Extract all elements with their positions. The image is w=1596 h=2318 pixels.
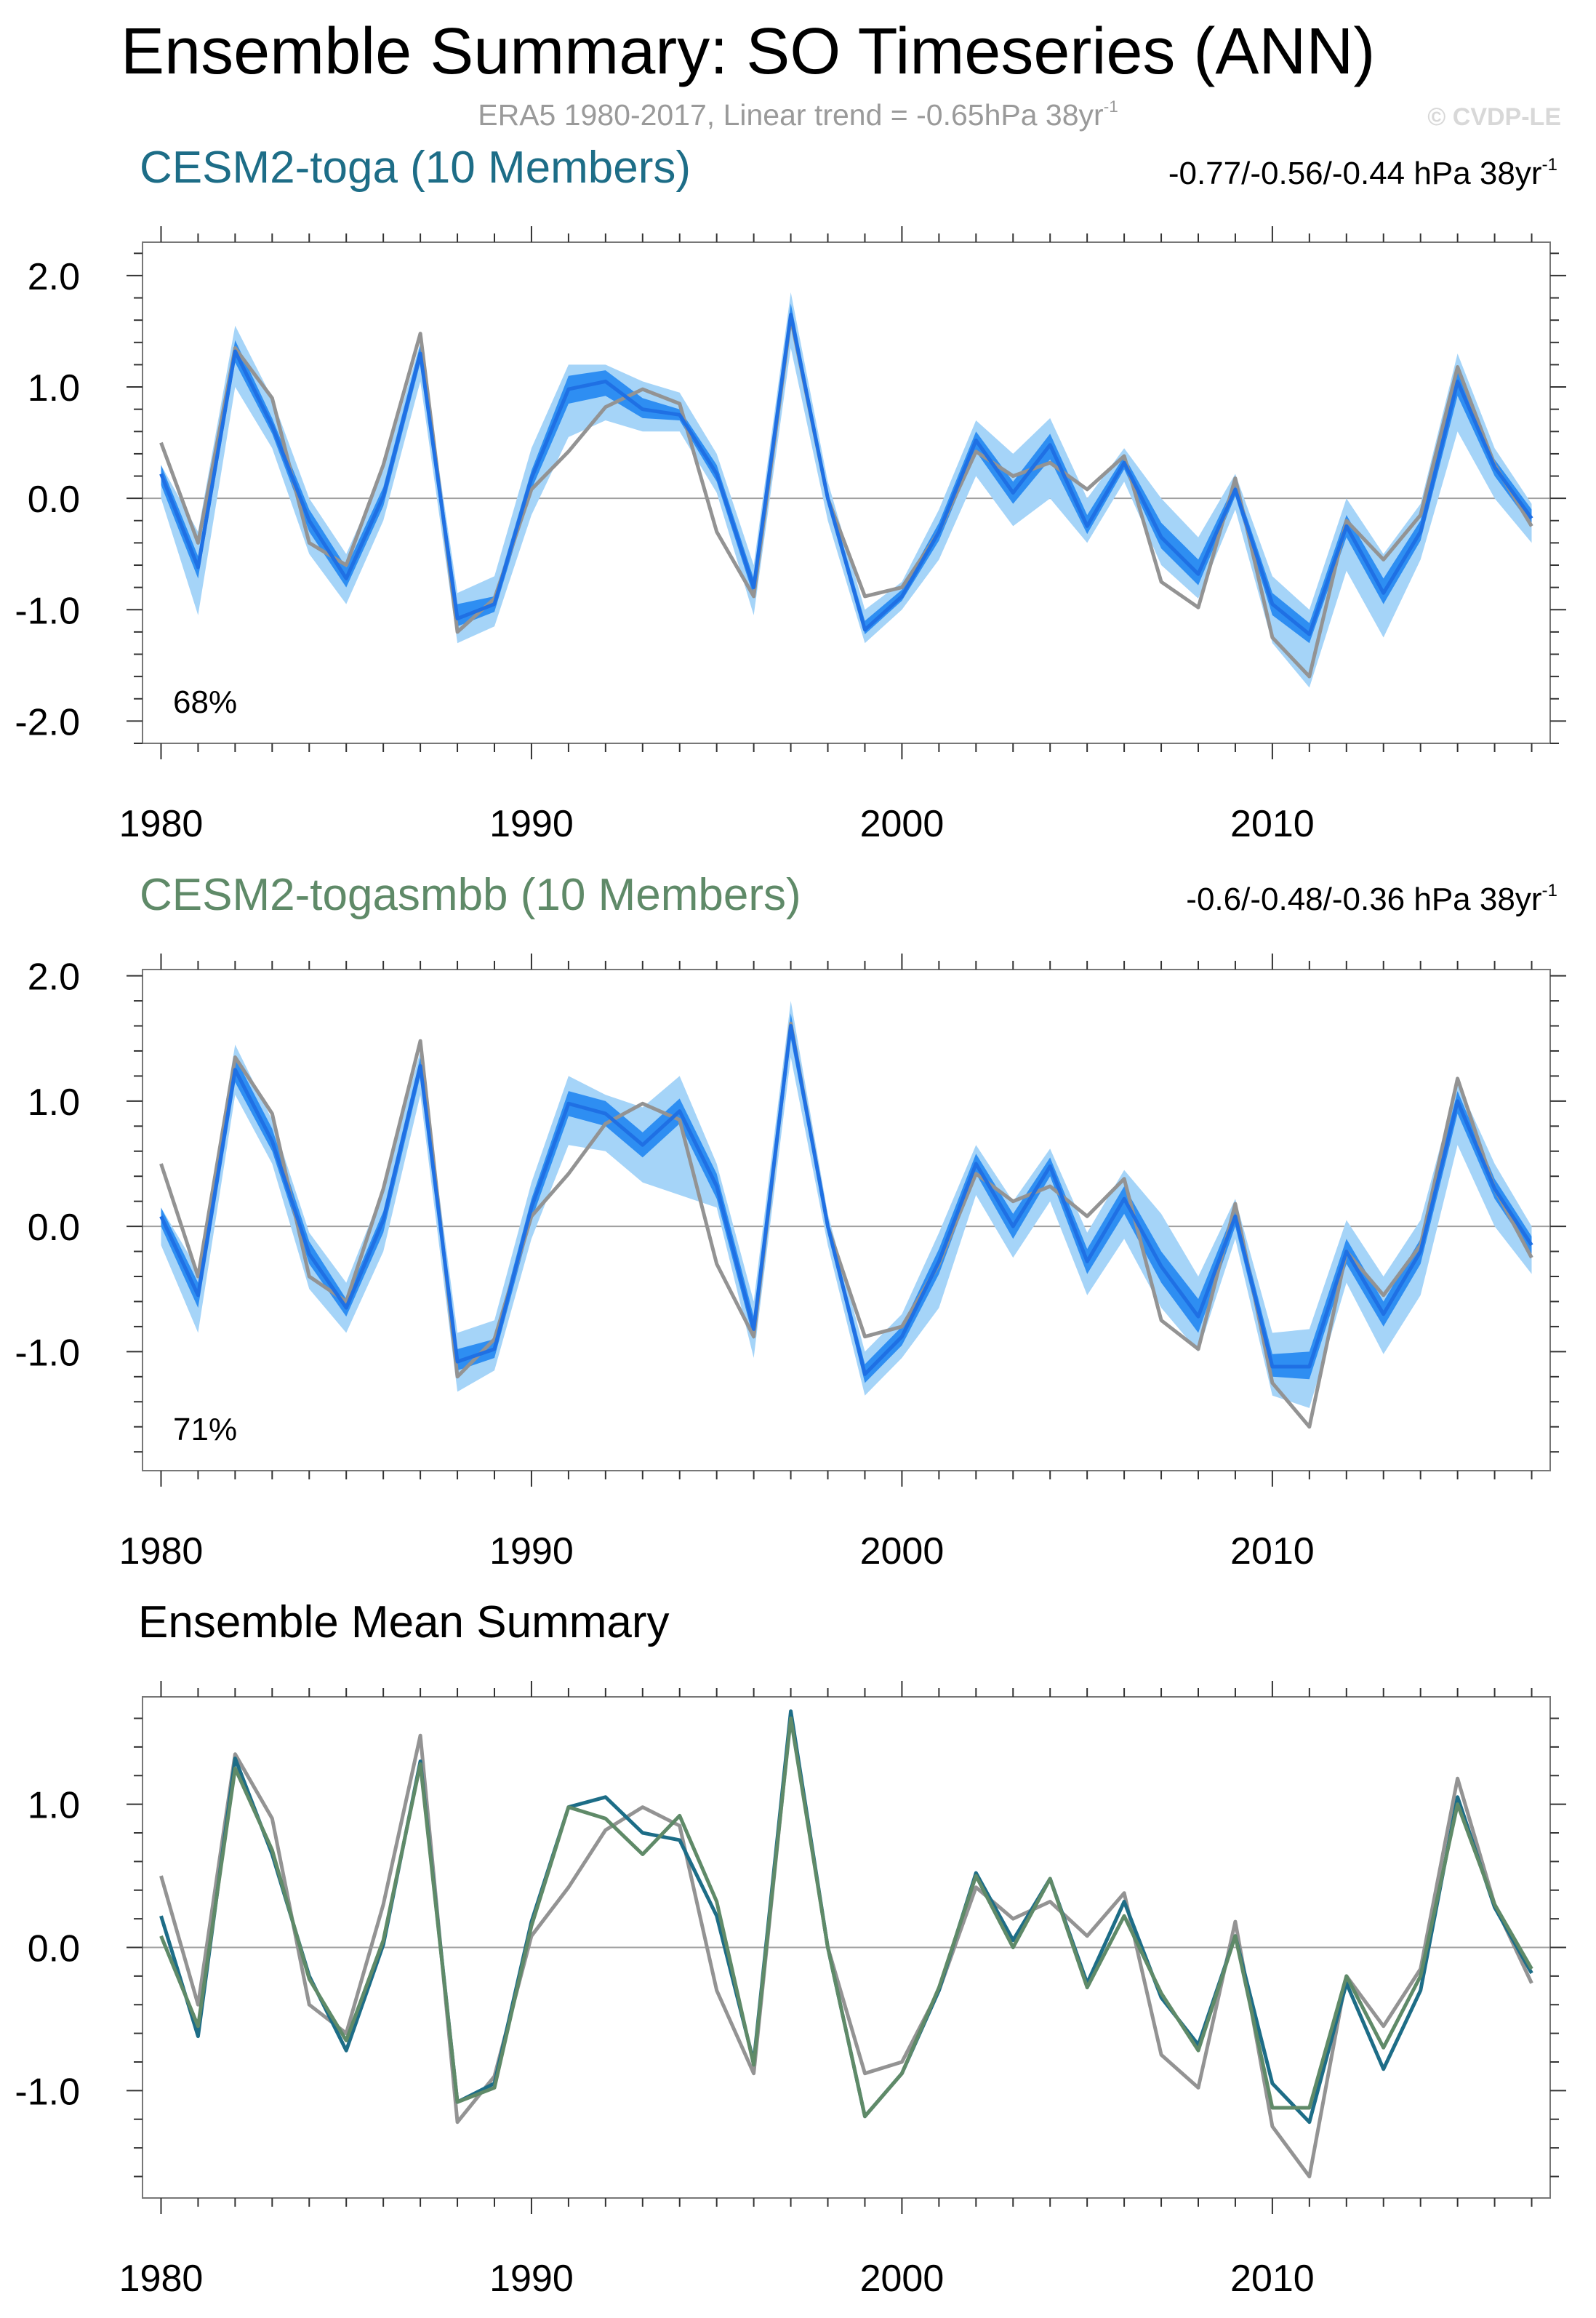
panel-toga-x-tick-label-2010: 2010	[1230, 803, 1315, 845]
panel-toga-y-tick-label-1: -1.0	[15, 590, 80, 632]
panel-togasmbb-percent-annotation: 71%	[173, 1412, 237, 1447]
panel-toga-spread-band-inner	[161, 303, 1532, 644]
panel-toga-frame	[142, 241, 1551, 744]
panel-toga-trend-exponent: -1	[1541, 154, 1557, 175]
panel-summary-series-line-0	[159, 1714, 1533, 2178]
panel-toga-x-tick-label-2000: 2000	[860, 803, 945, 845]
panel-togasmbb-x-tick-label-1990: 1990	[489, 1530, 574, 1572]
panel-toga-trend-text: -0.77/-0.56/-0.44 hPa 38yr	[1168, 156, 1542, 191]
panel-togasmbb-trend: -0.6/-0.48/-0.36 hPa 38yr-1	[1186, 880, 1557, 917]
panel-toga-observed-line	[159, 316, 1533, 679]
panel-togasmbb-y-tick-label-1: 0.0	[28, 1207, 80, 1249]
panel-togasmbb-trend-text: -0.6/-0.48/-0.36 hPa 38yr	[1186, 882, 1542, 917]
panel-toga-plot: 1980 1990 2000 2010 -2.0 -1.0 0.0 1.0 2.0 68%	[15, 226, 1566, 845]
panel-toga-title: CESM2-toga (10 Members)	[140, 143, 691, 193]
panel-summary-y-tick-label-2: 1.0	[28, 1785, 80, 1827]
panel-togasmbb-title: CESM2-togasmbb (10 Members)	[140, 870, 801, 920]
panel-togasmbb-ensemble-mean-line	[159, 1024, 1533, 1376]
panel-toga-x-tick-label-1980: 1980	[119, 803, 204, 845]
subtitle-text: ERA5 1980-2017, Linear trend = -0.65hPa …	[478, 98, 1104, 132]
panel-toga-trend: -0.77/-0.56/-0.44 hPa 38yr-1	[1168, 154, 1557, 191]
panel-summary-plot: 1980 1990 2000 2010 -1.0 0.0 1.0	[15, 1681, 1566, 2300]
subtitle: ERA5 1980-2017, Linear trend = -0.65hPa …	[0, 97, 1596, 132]
panel-togasmbb-x-tick-label-2000: 2000	[860, 1530, 945, 1572]
panel-summary-x-tick-label-1990: 1990	[489, 2258, 574, 2300]
panel-toga-y-tick-label-3: 1.0	[28, 367, 80, 409]
panel-summary-title: Ensemble Mean Summary	[138, 1597, 670, 1647]
panel-summary-y-tick-label-1: 0.0	[28, 1928, 80, 1970]
panel-togasmbb-observed-line	[159, 1021, 1533, 1429]
panel-toga-y-tick-label-4: 2.0	[28, 256, 80, 298]
panel-summary-y-tick-label-0: -1.0	[15, 2071, 80, 2113]
panel-togasmbb-x-tick-label-2010: 2010	[1230, 1530, 1315, 1572]
panel-togasmbb-spread-band-inner	[161, 1013, 1532, 1383]
panel-toga-ensemble-mean-line	[159, 313, 1533, 636]
panel-toga-x-tick-label-1990: 1990	[489, 803, 574, 845]
panel-toga-spread-band-outer	[161, 292, 1532, 688]
panel-togasmbb-y-tick-label-3: 2.0	[28, 956, 80, 999]
panel-togasmbb-frame	[142, 969, 1551, 1471]
panel-toga-percent-annotation: 68%	[173, 684, 237, 720]
panel-togasmbb-y-tick-label-2: 1.0	[28, 1082, 80, 1124]
panel-summary-x-tick-label-2010: 2010	[1230, 2258, 1315, 2300]
panel-summary-series-line-1	[159, 1709, 1533, 2125]
panel-togasmbb-y-tick-label-0: -1.0	[15, 1332, 80, 1374]
panel-summary-x-tick-label-2000: 2000	[860, 2258, 945, 2300]
panel-summary-series-line-2	[159, 1716, 1533, 2119]
panel-summary-x-tick-label-1980: 1980	[119, 2258, 204, 2300]
subtitle-exponent: -1	[1103, 97, 1118, 116]
panel-toga-y-tick-label-2: 0.0	[28, 479, 80, 521]
panel-togasmbb-x-tick-label-1980: 1980	[119, 1530, 204, 1572]
panel-togasmbb-trend-exponent: -1	[1541, 880, 1557, 900]
copyright-label: © CVDP-LE	[1427, 103, 1561, 131]
panel-toga-y-tick-label-0: -2.0	[15, 701, 80, 743]
main-title: Ensemble Summary: SO Timeseries (ANN)	[121, 15, 1376, 88]
panel-togasmbb-plot: 1980 1990 2000 2010 -1.0 0.0 1.0 2.0 71%	[15, 954, 1566, 1572]
